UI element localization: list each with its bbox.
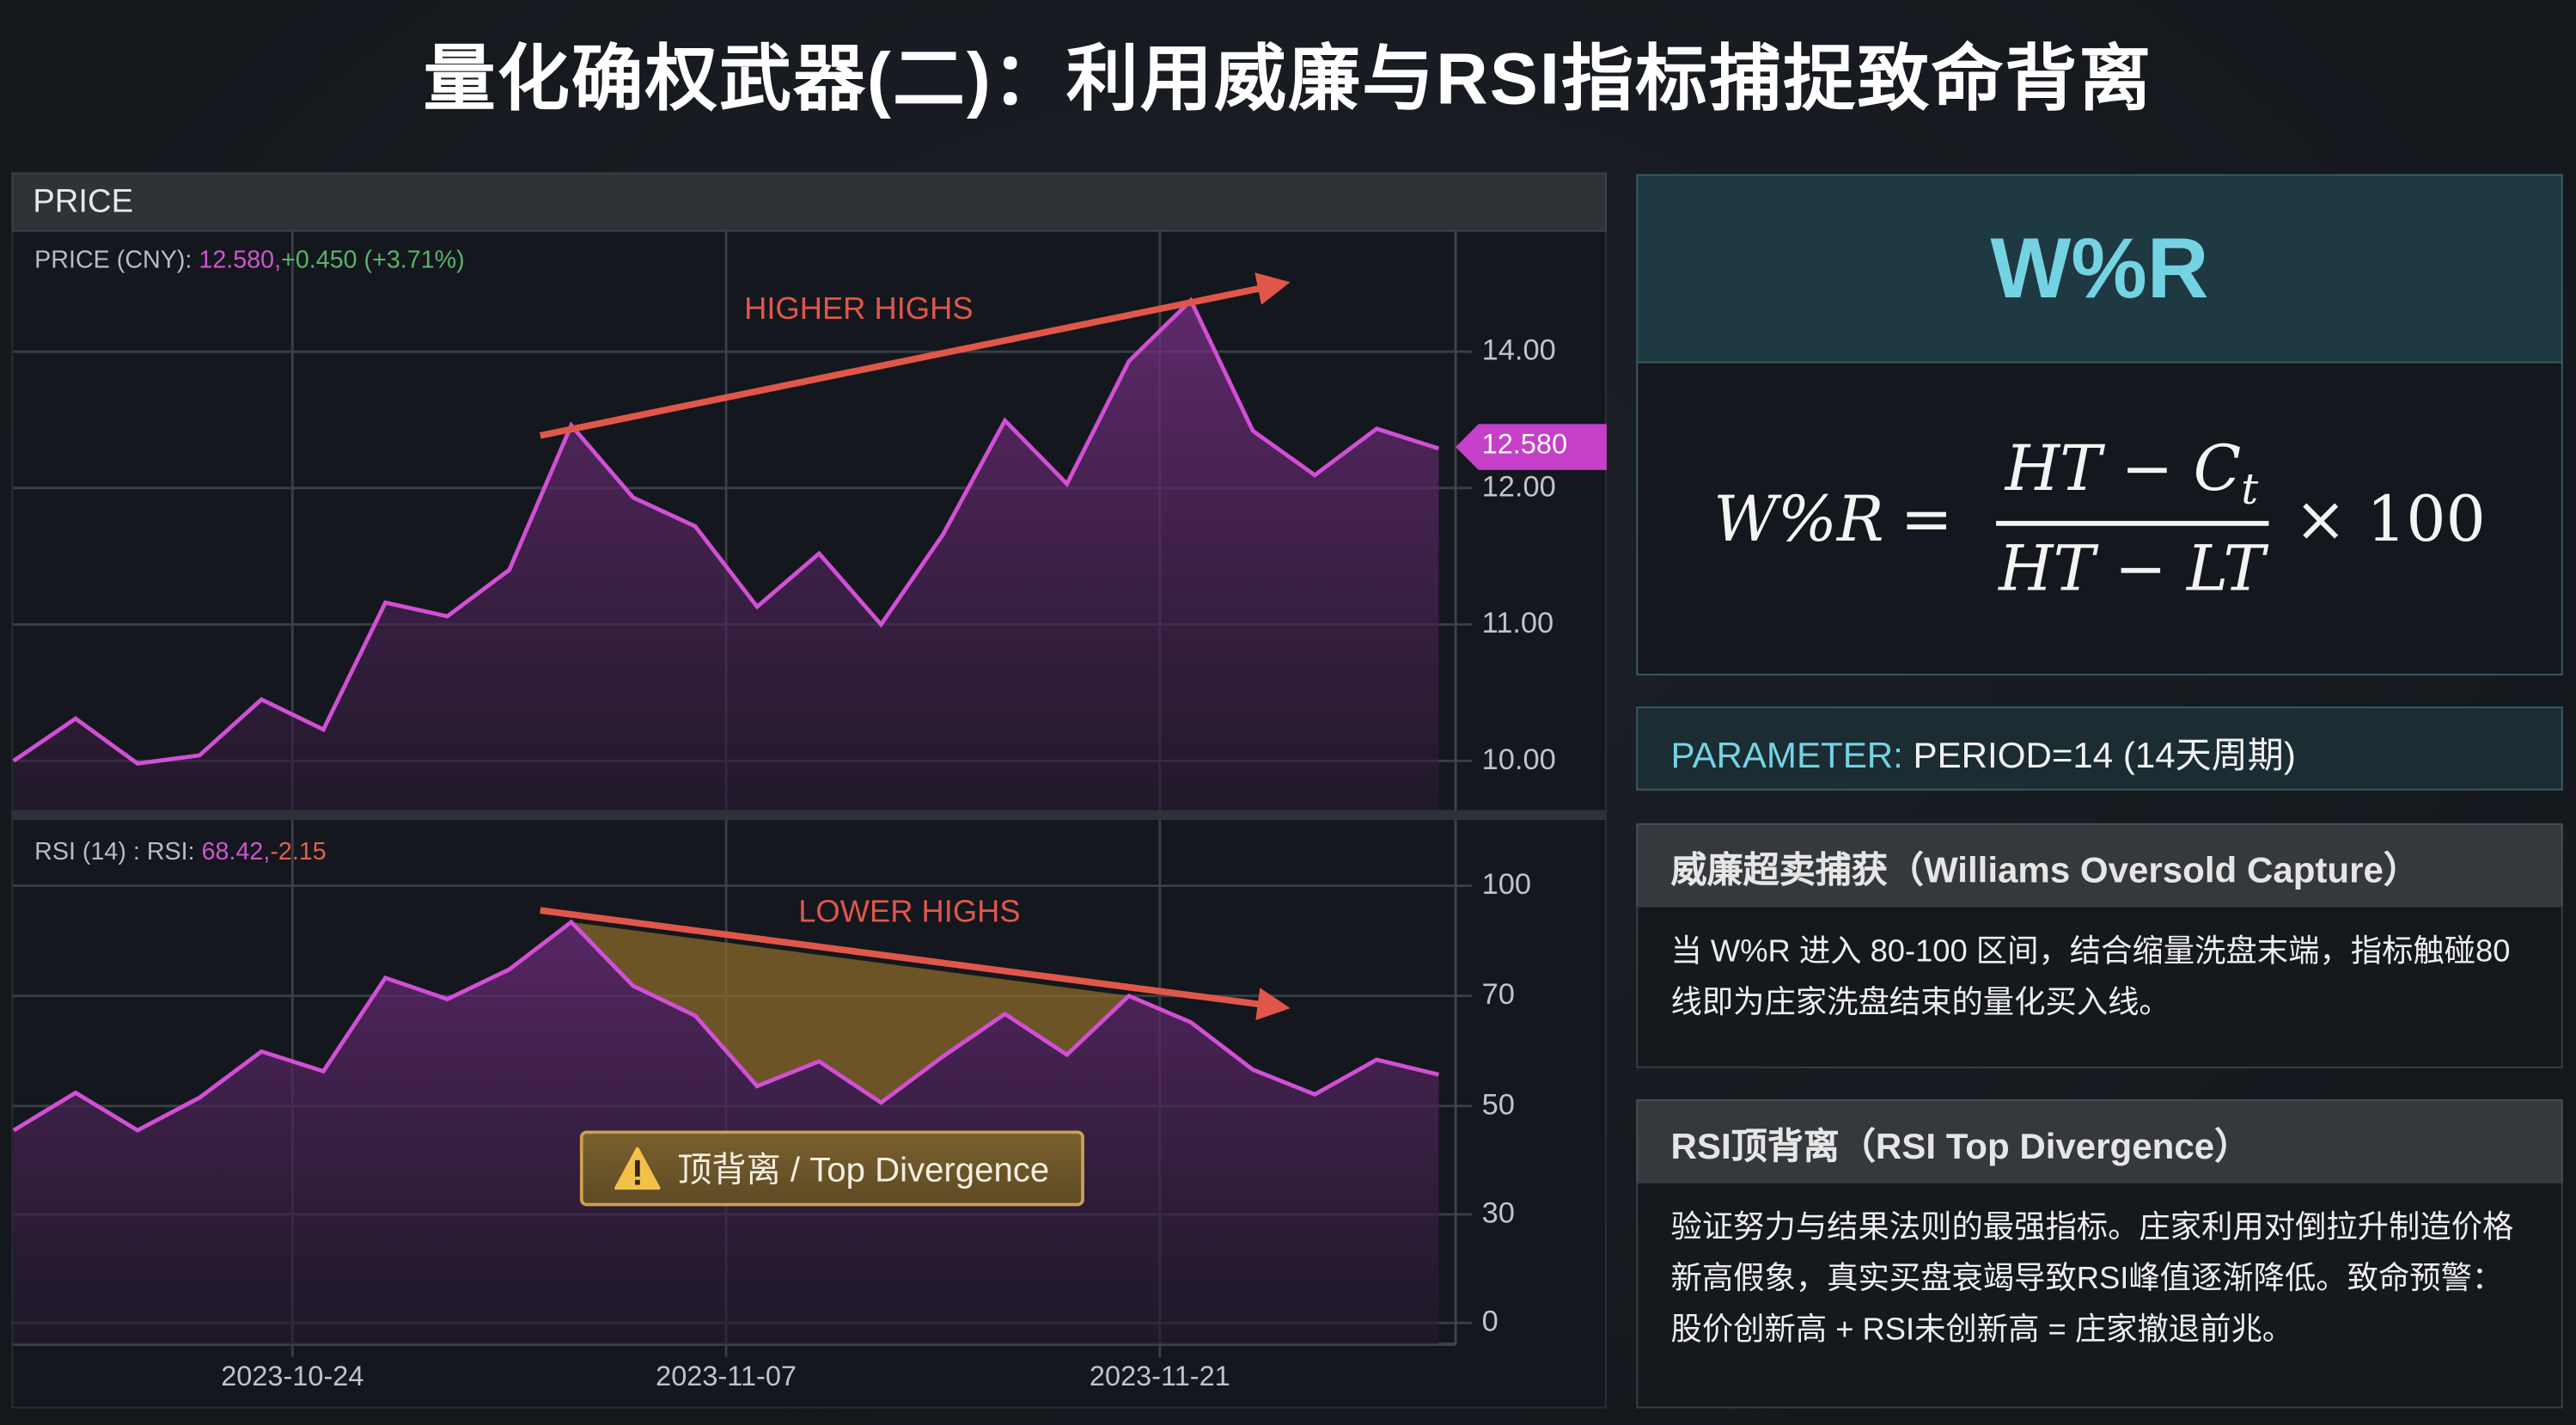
price-ytick-label: 12.00 [1481, 469, 1556, 504]
formula-lhs: W%R [1713, 482, 1884, 555]
divergence-fill [571, 921, 1129, 1103]
price-line [12, 297, 1440, 766]
current-price-tag-shape [1456, 424, 1607, 470]
date-tick-label: 2023-11-07 [656, 1361, 797, 1392]
rsi-ytick-label: 30 [1481, 1196, 1515, 1230]
formula-equals: = [1900, 482, 1953, 555]
price-legend-label: PRICE (CNY): [34, 246, 192, 275]
parameter-key: PARAMETER: [1670, 734, 1903, 776]
price-legend: PRICE (CNY): 12.580,+0.450 (+3.71%) [34, 247, 465, 275]
parameter-value: PERIOD=14 (14天周期) [1913, 734, 2296, 776]
pane-separator [11, 810, 1607, 821]
rsi-legend-value: 68.42, [201, 838, 271, 866]
rsi-ytick-label: 100 [1481, 867, 1532, 901]
rsi-legend: RSI (14) : RSI: 68.42,-2.15 [34, 838, 327, 866]
wr-title: W%R [1636, 174, 2563, 364]
page-title: 量化确权武器(二)：利用威廉与RSI指标捕捉致命背离 [423, 39, 2153, 120]
price-legend-change: +0.450 (+3.71%) [281, 246, 465, 275]
rsi-legend-label: RSI (14) : RSI: [34, 838, 195, 866]
formula-multiplier: × 100 [2294, 482, 2486, 555]
rsi-ytick-label: 70 [1481, 977, 1515, 1011]
lower-highs-label: LOWER HIGHS [798, 896, 1021, 931]
williams-card-body: 当 W%R 进入 80-100 区间，结合缩量洗盘末端，指标触碰80线即为庄家洗… [1636, 905, 2563, 1068]
current-price-tag: 12.580 [1481, 429, 1568, 461]
rsi-ytick-label: 0 [1481, 1305, 1499, 1338]
date-tick-label: 2023-11-21 [1089, 1361, 1230, 1392]
williams-card-title: 威廉超卖捕获（Williams Oversold Capture） [1636, 823, 2563, 908]
wr-formula: W%R = HT − Ct HT − LT × 100 [1636, 361, 2563, 676]
top-divergence-label: 顶背离 / Top Divergence [677, 1152, 1050, 1190]
price-ytick-label: 14.00 [1481, 333, 1556, 367]
formula-denominator: HT − LT [1999, 533, 2265, 606]
top-divergence-badge: 顶背离 / Top Divergence [579, 1130, 1084, 1207]
warning-triangle-icon [614, 1147, 662, 1190]
parameter-box: PARAMETER: PERIOD=14 (14天周期) [1636, 706, 2563, 791]
price-ytick-label: 10.00 [1481, 743, 1556, 776]
price-area-fill [13, 300, 1439, 810]
formula-numerator-text: HT − C [2005, 431, 2242, 505]
rsi-ytick-label: 50 [1481, 1087, 1515, 1121]
rsi-card-title: RSI顶背离（RSI Top Divergence） [1636, 1099, 2563, 1183]
price-ytick-label: 11.00 [1481, 606, 1554, 639]
formula-numerator-sub: t [2241, 465, 2259, 516]
lower-highs-arrow [540, 907, 1291, 1021]
formula-fraction: HT − Ct HT − LT [1989, 431, 2275, 605]
rsi-line [12, 919, 1439, 1133]
higher-highs-arrow [540, 272, 1291, 439]
price-panel-header: PRICE [11, 172, 1607, 232]
higher-highs-label: HIGHER HIGHS [744, 292, 974, 327]
formula-numerator: HT − Ct [1995, 431, 2268, 527]
date-tick-label: 2023-10-24 [221, 1361, 364, 1392]
rsi-legend-change: -2.15 [270, 838, 327, 866]
chart-canvas[interactable] [11, 173, 1607, 1409]
price-legend-value: 12.580, [198, 246, 282, 275]
rsi-card-body: 验证努力与结果法则的最强指标。庄家利用对倒拉升制造价格新高假象，真实买盘衰竭导致… [1636, 1181, 2563, 1409]
